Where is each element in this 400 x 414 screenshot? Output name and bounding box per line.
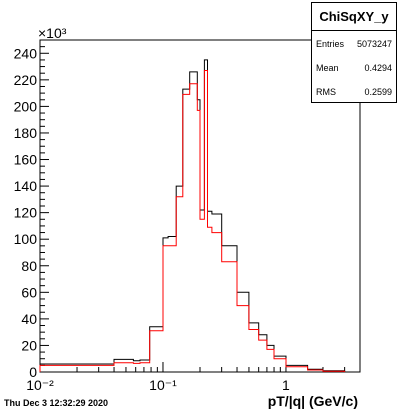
y-tick-label: 180 xyxy=(14,125,38,141)
x-tick-label: 10⁻¹ xyxy=(149,377,177,393)
y-tick-label: 200 xyxy=(14,98,38,114)
y-tick-label: 120 xyxy=(14,205,38,221)
x-axis-label: pT/|q| (GeV/c) xyxy=(268,393,358,409)
y-tick-label: 0 xyxy=(29,364,37,380)
y-tick-label: 240 xyxy=(14,45,38,61)
y-multiplier-label: ×10³ xyxy=(38,25,67,41)
y-tick-label: 160 xyxy=(14,152,38,168)
x-tick-label: 1 xyxy=(282,377,290,393)
stats-label: Mean xyxy=(316,63,339,73)
histogram-series-1 xyxy=(39,70,346,372)
timestamp: Thu Dec 3 12:32:29 2020 xyxy=(4,398,109,408)
histogram-series-0 xyxy=(39,59,346,372)
y-tick-label: 40 xyxy=(21,311,37,327)
y-tick-label: 220 xyxy=(14,72,38,88)
stats-label: Entries xyxy=(316,39,345,49)
x-tick-label: 10⁻² xyxy=(26,377,54,393)
stats-box: ChiSqXY_y Entries 5073247 Mean 0.4294 RM… xyxy=(311,2,397,103)
stats-value: 0.4294 xyxy=(364,63,392,73)
series-layer xyxy=(39,59,346,372)
y-tick-label: 140 xyxy=(14,178,38,194)
y-tick-label: 20 xyxy=(21,337,37,353)
stats-value: 5073247 xyxy=(356,39,392,49)
y-tick-label: 60 xyxy=(21,284,37,300)
y-tick-label: 100 xyxy=(14,231,38,247)
y-tick-label: 80 xyxy=(21,258,37,274)
stats-value: 0.2599 xyxy=(364,87,392,97)
axes: 0 20 40 60 80 100 120 140 160 180 200 220 240 10⁻² 10⁻… xyxy=(14,45,361,393)
stats-title: ChiSqXY_y xyxy=(312,3,396,31)
stats-row-entries: Entries 5073247 xyxy=(316,39,392,51)
stats-row-mean: Mean 0.4294 xyxy=(316,63,392,75)
stats-label: RMS xyxy=(316,87,336,97)
stats-row-rms: RMS 0.2599 xyxy=(316,87,392,99)
